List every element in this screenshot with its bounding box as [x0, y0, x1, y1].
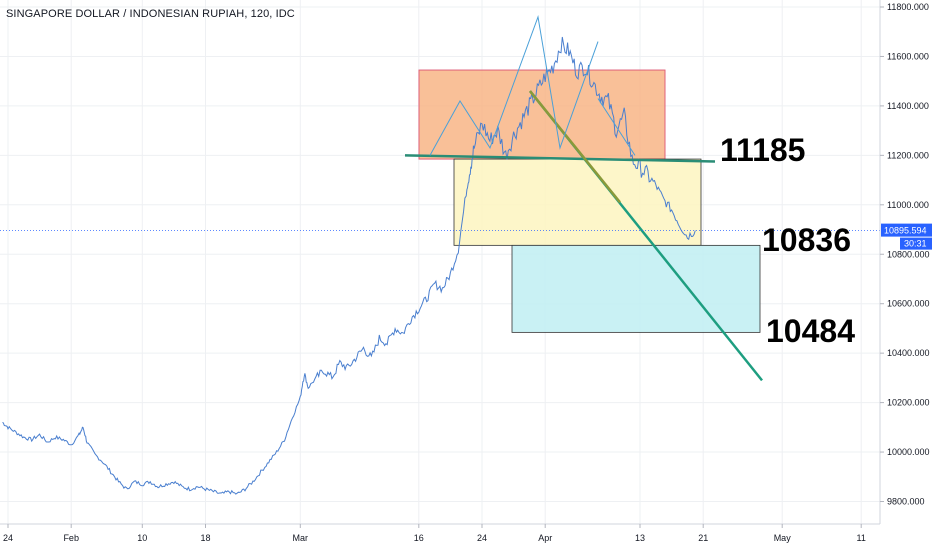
- x-tick-label: Mar: [293, 533, 309, 543]
- y-tick-label: 11800.000: [887, 2, 929, 12]
- projection-down: [597, 98, 636, 156]
- grid-lines: [0, 0, 880, 524]
- y-tick-label: 11400.000: [887, 101, 929, 111]
- countdown-badge: [900, 237, 932, 250]
- series-line-0: [2, 36, 696, 495]
- x-tick-label: 10: [137, 533, 147, 543]
- level-label-10836: 10836: [762, 222, 851, 258]
- x-tick-label: 24: [477, 533, 487, 543]
- y-tick-label: 11000.000: [887, 200, 929, 210]
- horizontal-line-11185: [404, 154, 716, 163]
- chart-title: SINGAPORE DOLLAR / INDONESIAN RUPIAH, 12…: [6, 8, 295, 20]
- y-tick-label: 11200.000: [887, 150, 929, 160]
- x-tick-label: 18: [200, 533, 210, 543]
- countdown-value: 30:31: [904, 239, 927, 249]
- last-price-value: 10895.594: [884, 226, 927, 236]
- y-tick-label: 10600.000: [887, 299, 930, 309]
- support-zone: [511, 244, 761, 333]
- x-tick-label: 24: [3, 533, 13, 543]
- projection-path: [429, 14, 599, 156]
- x-tick-label: 13: [635, 533, 645, 543]
- x-tick-label: Apr: [538, 533, 552, 543]
- x-tick-label: 21: [698, 533, 708, 543]
- mid-zone: [453, 158, 702, 246]
- x-tick-label: May: [774, 533, 792, 543]
- y-tick-label: 10400.000: [887, 348, 930, 358]
- y-tick-label: 9800.000: [887, 497, 925, 507]
- x-axis[interactable]: 24 Feb 10 18 Mar 16 24 Apr 13 21 May 11: [0, 523, 880, 543]
- x-tick-label: Feb: [63, 533, 79, 543]
- y-tick-label: 11600.000: [887, 51, 929, 61]
- x-tick-label: 16: [414, 533, 424, 543]
- annotation-labels: 11185 10836 10484: [720, 132, 855, 349]
- y-tick-label: 10000.000: [887, 447, 930, 457]
- zones: [418, 69, 761, 333]
- trend-line-upper: [529, 90, 621, 204]
- level-label-11185: 11185: [720, 132, 805, 168]
- y-tick-label: 10200.000: [887, 398, 930, 408]
- price-series: [2, 36, 696, 495]
- y-axis[interactable]: 9800.000 10000.000 10200.000 10400.000 10600…: [879, 0, 932, 524]
- y-tick-label: 10800.000: [887, 249, 930, 259]
- overlays: [0, 14, 880, 382]
- x-tick-label: 11: [857, 533, 866, 543]
- last-price-badge: [881, 223, 932, 237]
- level-label-10484: 10484: [766, 313, 855, 349]
